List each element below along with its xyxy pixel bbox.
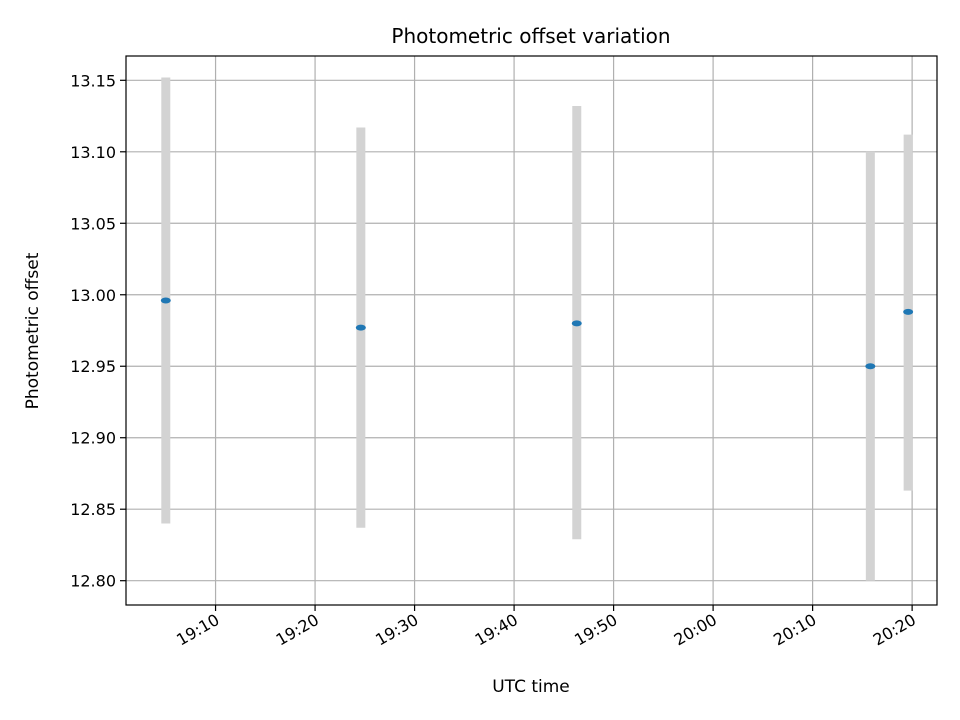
data-point xyxy=(903,308,914,315)
data-point xyxy=(160,297,171,304)
y-tick-label: 13.10 xyxy=(70,143,116,162)
y-tick-label: 13.00 xyxy=(70,286,116,305)
chart-title: Photometric offset variation xyxy=(391,24,670,48)
data-point xyxy=(865,363,876,370)
y-tick-label: 13.05 xyxy=(70,214,116,233)
y-tick-label: 12.90 xyxy=(70,429,116,448)
data-point xyxy=(355,324,366,331)
y-tick-label: 13.15 xyxy=(70,71,116,90)
data-point xyxy=(571,320,582,327)
y-tick-label: 12.85 xyxy=(70,500,116,519)
grid xyxy=(126,56,937,605)
plot-frame xyxy=(125,55,938,606)
y-axis-ticks: 12.80 12.85 12.90 12.95 13.00 13.05 13.10 13.15 xyxy=(70,71,126,591)
y-axis-label: Photometric offset xyxy=(23,252,43,409)
y-tick-label: 12.95 xyxy=(70,357,116,376)
x-axis-label: UTC time xyxy=(492,677,570,697)
y-tick-label: 12.80 xyxy=(70,572,116,591)
data-points xyxy=(160,297,914,370)
